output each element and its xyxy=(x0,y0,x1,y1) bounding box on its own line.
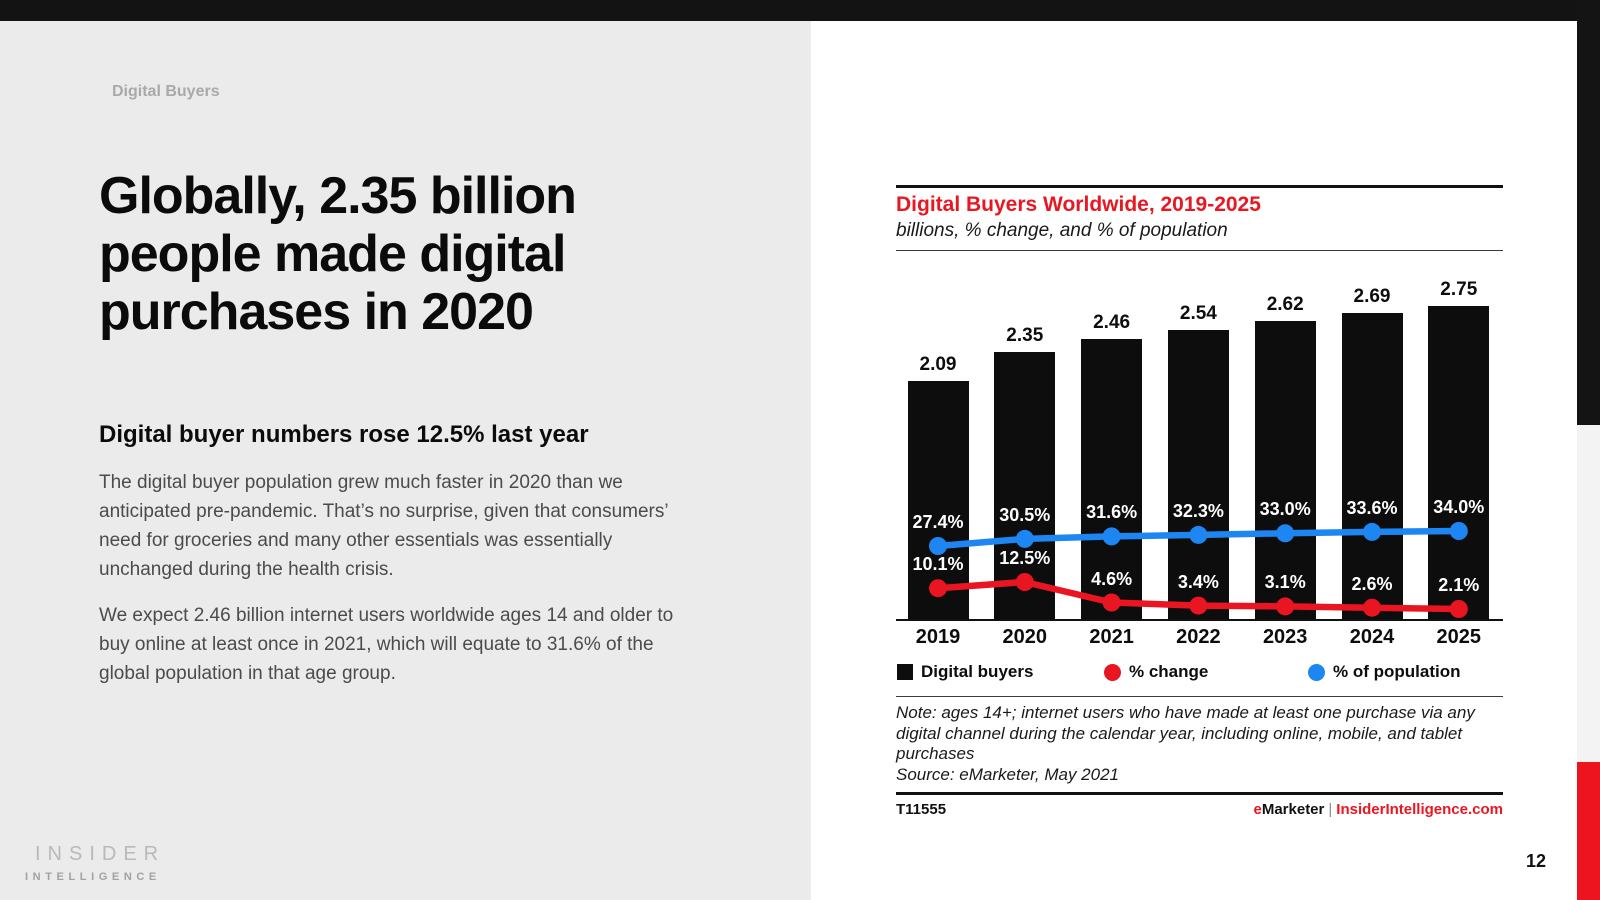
card-title-divider xyxy=(896,250,1503,251)
pct-change-label-2023: 3.1% xyxy=(1264,572,1306,593)
chart-plot-area: 2.09 2.35 2.46 2.54 2.62 2.69 2.75 10.1% 12.5% 4.… xyxy=(896,251,1503,621)
bar-digital-buyers-2024 xyxy=(1341,313,1403,619)
brand-separator: | xyxy=(1328,801,1333,818)
slide-headline: Globally, 2.35 billion people made digit… xyxy=(99,167,577,341)
legend-marker-dot xyxy=(1104,663,1121,681)
legend-item-pct-change: % change xyxy=(1104,662,1208,682)
pct-change-point-2024 xyxy=(1363,598,1381,617)
chart-source: Source: eMarketer, May 2021 xyxy=(896,764,1120,784)
top-black-bar xyxy=(0,0,1600,21)
page-number: 12 xyxy=(1526,851,1547,871)
chart-title: Digital Buyers Worldwide, 2019-2025 xyxy=(896,193,1261,216)
bar-value-label-2021: 2.46 xyxy=(1093,312,1131,333)
bar-value-label-2022: 2.54 xyxy=(1179,303,1217,324)
pct-of-population-point-2021 xyxy=(1102,527,1121,546)
bar-digital-buyers-2022 xyxy=(1167,330,1229,619)
legend-item-digital-buyers: Digital buyers xyxy=(897,662,1033,682)
pct-change-label-2019: 10.1% xyxy=(912,554,964,575)
right-edge-strip xyxy=(1577,0,1600,900)
slide-subheadline: Digital buyer numbers rose 12.5% last ye… xyxy=(99,421,589,448)
note-line-1: Note: ages 14+; internet users who have … xyxy=(896,703,1475,722)
pct-of-population-label-2021: 31.6% xyxy=(1086,502,1138,523)
card-top-rule xyxy=(896,185,1503,188)
pct-of-population-label-2019: 27.4% xyxy=(912,511,964,532)
chart-legend: Digital buyers % change % of population xyxy=(896,649,1503,696)
body-paragraph-2: We expect 2.46 billion internet users wo… xyxy=(99,605,674,684)
card-bottom-rule xyxy=(896,792,1503,795)
x-axis-label-2022: 2022 xyxy=(1176,626,1221,648)
pct-change-point-2019 xyxy=(929,579,947,598)
card-footer: T11555 eMarketer | InsiderIntelligence.com xyxy=(896,801,1503,818)
pct-of-population-point-2023 xyxy=(1276,524,1295,543)
pct-change-label-2020: 12.5% xyxy=(999,547,1051,568)
bar-value-label-2023: 2.62 xyxy=(1266,294,1304,315)
legend-item-pct-of-population: % of population xyxy=(1308,662,1460,682)
x-axis-label-2020: 2020 xyxy=(1002,626,1048,648)
pct-change-label-2022: 3.4% xyxy=(1177,571,1219,592)
pct-change-point-2023 xyxy=(1276,597,1295,616)
pct-of-population-label-2022: 32.3% xyxy=(1172,500,1224,521)
legend-marker-square xyxy=(897,664,913,680)
pct-change-label-2025: 2.1% xyxy=(1438,575,1480,595)
bar-value-label-2024: 2.69 xyxy=(1353,286,1391,307)
pct-change-label-2024: 2.6% xyxy=(1351,573,1393,594)
pct-of-population-label-2024: 33.6% xyxy=(1346,497,1398,518)
chart-card: Digital Buyers Worldwide, 2019-2025 bill… xyxy=(896,185,1503,818)
x-axis-label-2023: 2023 xyxy=(1262,626,1308,648)
bar-digital-buyers-2021 xyxy=(1081,339,1143,619)
x-axis-label-2024: 2024 xyxy=(1349,626,1395,648)
pct-of-population-label-2020: 30.5% xyxy=(999,504,1051,525)
pct-of-population-point-2020 xyxy=(1015,529,1034,548)
brand-line: eMarketer | InsiderIntelligence.com xyxy=(1253,801,1503,818)
bar-digital-buyers-2025 xyxy=(1428,306,1490,619)
chart-subtitle: billions, % change, and % of population xyxy=(896,220,1228,241)
insider-intelligence-logo: INSIDER INTELLIGENCE xyxy=(25,843,165,883)
bar-value-label-2019: 2.09 xyxy=(919,354,957,375)
pct-of-population-point-2022 xyxy=(1189,525,1208,544)
pct-change-point-2021 xyxy=(1102,593,1121,612)
edge-strip-gray xyxy=(1577,425,1600,762)
pct-of-population-point-2025 xyxy=(1449,522,1468,540)
pct-of-population-point-2019 xyxy=(929,537,947,555)
left-text-panel xyxy=(0,21,811,900)
chart-id: T11555 xyxy=(896,801,947,818)
chart-note: Note: ages 14+; internet users who have … xyxy=(896,703,1503,785)
line-chart-svg xyxy=(929,522,1468,618)
edge-strip-black xyxy=(1577,0,1600,425)
card-note-divider xyxy=(896,696,1503,697)
pct-change-label-2021: 4.6% xyxy=(1091,568,1133,589)
logo-insider-text: INSIDER xyxy=(35,843,166,865)
x-axis-labels: 2019 2020 2021 2022 2023 2024 2025 xyxy=(896,621,1503,649)
pct-change-point-2025 xyxy=(1449,600,1468,618)
pct-of-population-label-2025: 34.0% xyxy=(1433,497,1485,517)
x-axis-label-2021: 2021 xyxy=(1089,626,1134,648)
brand-site-link[interactable]: InsiderIntelligence.com xyxy=(1336,801,1503,818)
brand-emarketer-rest: Marketer xyxy=(1261,801,1325,818)
pct-change-point-2022 xyxy=(1189,596,1208,615)
legend-marker-dot xyxy=(1308,663,1325,681)
logo-intelligence-text: INTELLIGENCE xyxy=(25,871,161,883)
note-line-2: digital channel during the calendar year… xyxy=(896,723,1463,743)
body-paragraph-1: The digital buyer population grew much f… xyxy=(99,472,668,580)
legend-label: Digital buyers xyxy=(921,662,1034,681)
x-axis-label-2025: 2025 xyxy=(1436,626,1482,648)
legend-label: % of population xyxy=(1333,662,1461,681)
brand-emarketer-e: e xyxy=(1253,801,1262,818)
edge-strip-red xyxy=(1577,762,1600,900)
pct-of-population-point-2024 xyxy=(1363,522,1381,541)
pct-change-point-2020 xyxy=(1015,573,1034,591)
note-line-3: purchases xyxy=(896,744,975,763)
bar-value-label-2020: 2.35 xyxy=(1006,325,1044,346)
section-eyebrow: Digital Buyers xyxy=(112,83,220,100)
x-axis-label-2019: 2019 xyxy=(915,626,961,648)
bar-value-label-2025: 2.75 xyxy=(1440,279,1478,300)
pct-of-population-label-2023: 33.0% xyxy=(1259,499,1311,520)
legend-label: % change xyxy=(1129,662,1209,681)
bar-digital-buyers-2023 xyxy=(1254,321,1316,619)
